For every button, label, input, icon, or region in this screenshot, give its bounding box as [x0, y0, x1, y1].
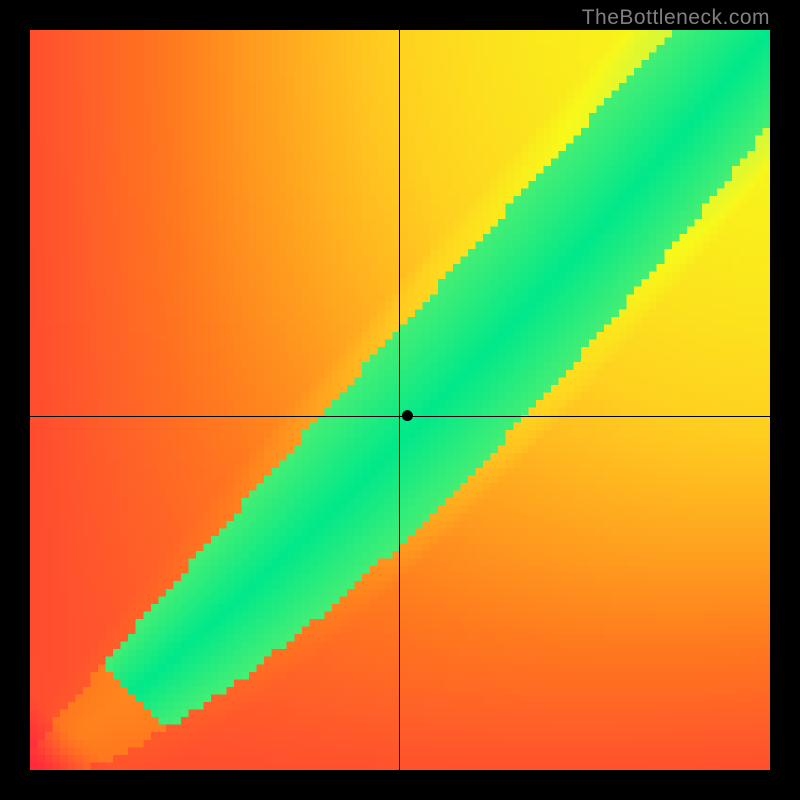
crosshair-overlay	[30, 30, 770, 770]
watermark-text: TheBottleneck.com	[582, 6, 770, 30]
chart-container: { "chart": { "type": "heatmap", "outer_s…	[0, 0, 800, 800]
